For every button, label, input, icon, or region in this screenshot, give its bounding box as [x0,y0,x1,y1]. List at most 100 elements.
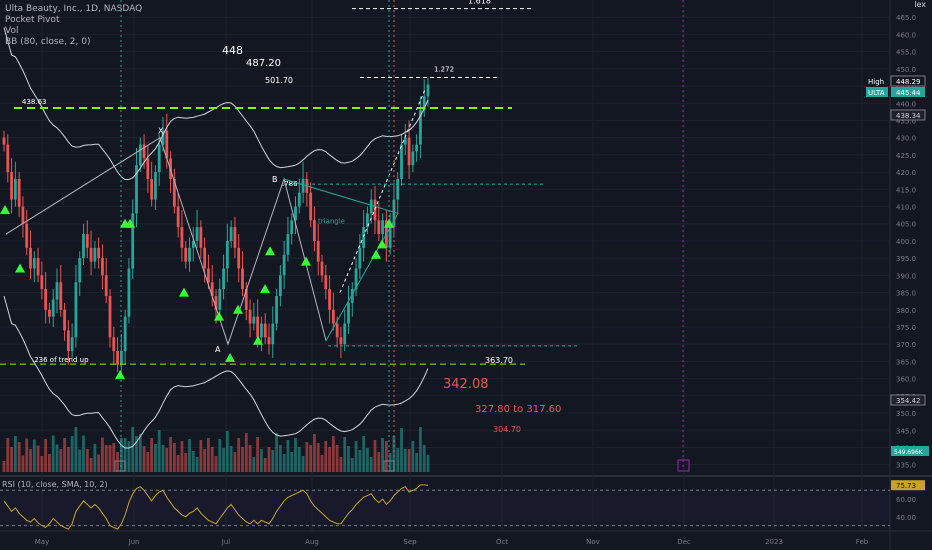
candle-body[interactable] [157,144,161,173]
candle-body[interactable] [63,309,66,331]
candle-body[interactable] [241,268,244,290]
candle-body[interactable] [252,316,256,324]
candle-body[interactable] [165,130,169,159]
candle-body[interactable] [32,258,36,269]
candle-body[interactable] [59,282,63,310]
candle-body[interactable] [101,258,104,276]
rsi-line[interactable] [3,484,429,530]
candle-body[interactable] [199,227,203,248]
candle-body[interactable] [44,289,48,310]
candle-body[interactable] [104,275,108,297]
candle-body[interactable] [214,296,218,310]
candle-body[interactable] [176,206,180,228]
earnings-marker[interactable] [383,460,395,472]
candle-body[interactable] [207,268,210,283]
candle-body[interactable] [48,309,51,317]
candle-body[interactable] [335,323,339,338]
candle-body[interactable] [331,309,335,324]
candle-body[interactable] [74,282,78,338]
candle-body[interactable] [36,258,40,276]
candle-body[interactable] [218,289,222,310]
candle-body[interactable] [316,240,320,262]
candle-body[interactable] [271,323,275,345]
candle-body[interactable] [426,84,430,97]
candle-body[interactable] [407,137,411,166]
candle-body[interactable] [320,261,324,276]
candle-body[interactable] [373,199,377,221]
candle-body[interactable] [233,227,237,248]
future-earnings-marker[interactable] [677,459,690,472]
candle-body[interactable] [388,227,392,248]
candle-body[interactable] [369,199,373,214]
candle-body[interactable] [290,220,294,235]
candle-body[interactable] [82,234,85,259]
candle-body[interactable] [127,268,131,317]
candle-body[interactable] [411,151,415,166]
candle-body[interactable] [286,234,290,255]
indicator-pocket-pivot[interactable]: Pocket Pivot [5,15,60,25]
earnings-marker[interactable] [114,460,126,472]
candle-body[interactable] [347,302,350,324]
candle-body[interactable] [278,275,282,297]
candle-body[interactable] [294,206,297,221]
candle-body[interactable] [172,178,176,207]
candle-body[interactable] [97,247,101,259]
indicator-bollinger[interactable]: BB (80, close, 2, 0) [5,37,91,47]
candle-body[interactable] [180,227,184,248]
candle-body[interactable] [324,275,328,290]
candle-body[interactable] [29,247,32,269]
candle-body[interactable] [328,289,331,310]
candle-body[interactable] [138,144,142,166]
candle-body[interactable] [112,337,116,352]
candle-body[interactable] [392,199,396,228]
candle-body[interactable] [377,220,381,235]
candle-body[interactable] [108,296,112,338]
candle-body[interactable] [400,144,403,179]
candle-body[interactable] [6,144,10,173]
candle-body[interactable] [89,247,93,262]
candle-body[interactable] [85,234,89,248]
candle-body[interactable] [263,323,267,338]
candle-body[interactable] [381,220,384,235]
harmonic-pattern[interactable] [5,136,327,346]
candle-body[interactable] [119,351,123,365]
candle-body[interactable] [21,206,25,224]
candle-body[interactable] [256,316,260,338]
candle-body[interactable] [366,213,369,228]
candle-body[interactable] [150,178,154,200]
indicator-volume[interactable]: Vol [5,26,19,36]
candle-body[interactable] [10,172,13,200]
candle-body[interactable] [309,192,313,221]
candle-body[interactable] [422,96,426,111]
candle-body[interactable] [78,258,82,283]
candle-body[interactable] [237,247,241,269]
candle-body[interactable] [354,268,358,290]
candle-body[interactable] [248,309,252,324]
candle-body[interactable] [13,178,17,200]
candle-body[interactable] [313,220,316,241]
candle-body[interactable] [403,137,407,145]
candle-body[interactable] [419,110,422,145]
candle-body[interactable] [396,178,400,200]
candle-body[interactable] [210,282,214,297]
candle-body[interactable] [222,268,225,290]
candle-body[interactable] [275,296,278,324]
candle-body[interactable] [154,172,157,200]
candle-body[interactable] [350,289,354,303]
candle-body[interactable] [244,289,248,310]
candle-body[interactable] [267,337,271,345]
candle-body[interactable] [116,351,119,365]
triangle-pattern[interactable] [283,178,399,342]
candle-body[interactable] [188,247,191,262]
symbol-title[interactable]: Ulta Beauty, Inc., 1D, NASDAQ [5,4,143,14]
candle-body[interactable] [195,227,199,241]
candle-body[interactable] [142,144,146,159]
candle-body[interactable] [161,130,165,145]
candle-body[interactable] [51,299,55,317]
candle-body[interactable] [123,316,127,352]
candle-body[interactable] [415,144,419,152]
candle-body[interactable] [55,282,59,300]
candle-body[interactable] [2,137,6,145]
candle-body[interactable] [229,227,233,241]
candle-body[interactable] [66,330,70,352]
